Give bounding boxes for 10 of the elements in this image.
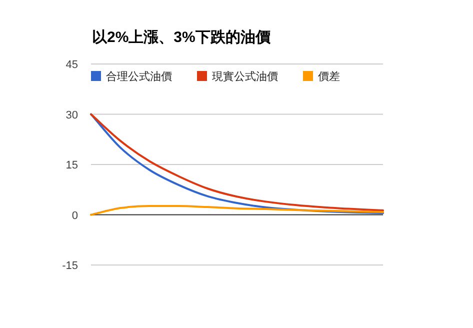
- chart-title: 以2%上漲、3%下跌的油價: [92, 29, 272, 46]
- legend-label: 價差: [318, 71, 340, 83]
- y-tick-label: 0: [72, 210, 78, 222]
- y-tick-label: 15: [66, 160, 78, 172]
- y-tick-label: 45: [66, 59, 78, 71]
- line-series: [90, 205, 384, 216]
- y-tick-label: 30: [66, 109, 78, 122]
- y-tick-label: -15: [62, 260, 78, 272]
- legend-label: 合理公式油價: [106, 70, 172, 83]
- legend-label: 現實公式油價: [212, 70, 278, 83]
